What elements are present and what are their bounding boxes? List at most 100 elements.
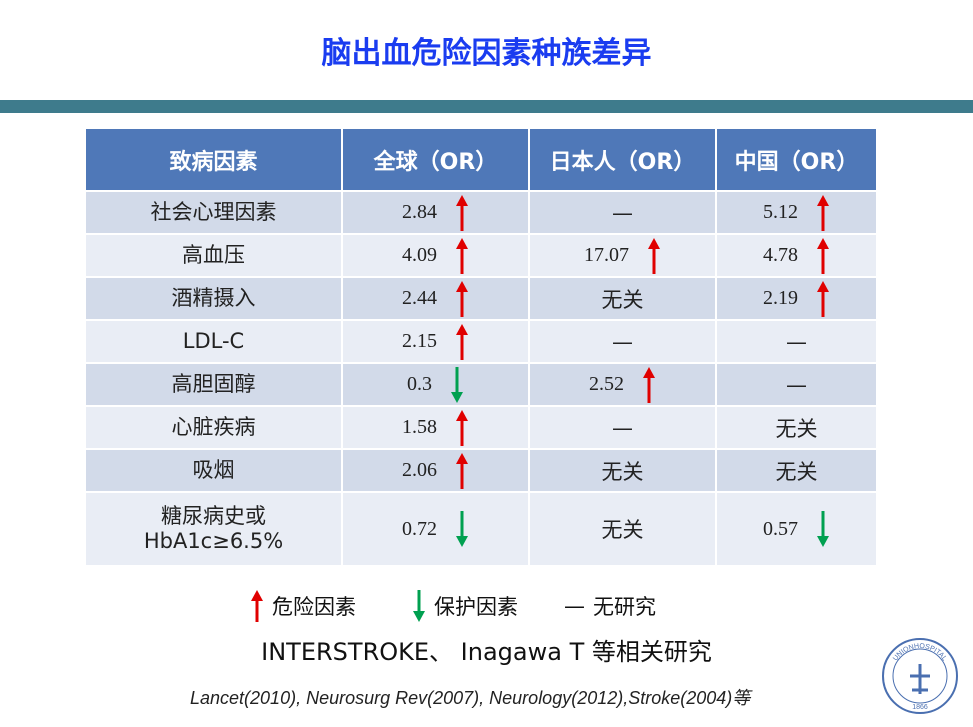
value-cell: 无关 [529,276,717,320]
logo: UNIONHOSPITAL 1866 [882,638,958,714]
value-cell: — [529,190,717,234]
protect-arrow [451,366,463,403]
cell-content: 4.09 [343,237,528,274]
cell-content: 无关 [717,456,876,486]
header-band [0,100,973,113]
cell-text: 无关 [601,459,644,484]
table-row: 心脏疾病 1.58 — 无关 [86,405,878,449]
slide-title: 脑出血危险因素种族差异 [321,36,652,71]
cell-text: 4.78 [763,244,798,266]
risk-arrow [456,323,468,360]
cell-content: 2.19 [717,280,876,317]
cell-text: 2.84 [402,201,437,223]
cell-content: 0.72 [343,511,528,547]
column-header: 致病因素 [86,129,343,191]
logo-name: UNIONHOSPITAL [892,643,948,663]
cell-text: — [612,200,633,225]
value-cell: 2.52 [529,362,717,406]
cell-content: 无关 [530,284,715,314]
cell-text: 2.44 [402,287,437,309]
table-row: LDL-C 2.15 — — [86,319,878,363]
factor-cell: 糖尿病史或 HbA1c≥6.5% [86,491,343,565]
source: INTERSTROKE、 Inagawa T 等相关研究 [261,638,712,666]
value-cell: 2.84 [342,190,530,234]
table-row: 高胆固醇 0.3 2.52 — [86,362,878,406]
cell-text: — [612,329,633,354]
legend-none: 无研究 [593,595,656,619]
header-row: 致病因素 全球（OR） 日本人（OR） 中国（OR） [86,129,878,191]
table-body: 社会心理因素 2.84 — 5.12 高血压 4.09 17.07 4.78 酒精摄入 2.44 无… [86,190,878,565]
factor-cell: 心脏疾病 [86,405,343,449]
value-cell: 2.44 [342,276,530,320]
value-cell: 无关 [529,448,717,492]
logo-year: 1866 [912,704,928,711]
legend: 危险因素 保护因素 — 无研究 [250,590,656,622]
cell-content: 1.58 [343,409,528,446]
table-row: 高血压 4.09 17.07 4.78 [86,233,878,277]
factor-cell: LDL-C [86,319,343,363]
value-cell: 5.12 [716,190,878,234]
factor-cell: 酒精摄入 [86,276,343,320]
cell-text: 17.07 [584,244,629,266]
value-cell: — [716,319,878,363]
value-cell: 2.15 [342,319,530,363]
cell-text: 2.15 [402,330,437,352]
cell-text: 2.52 [589,373,624,395]
risk-arrow [643,366,655,403]
cell-text: 5.12 [763,201,798,223]
protect-arrow [413,590,425,622]
column-header: 日本人（OR） [529,129,717,191]
value-cell: 2.19 [716,276,878,320]
cell-content: 0.57 [717,511,876,547]
cell-text: 2.19 [763,287,798,309]
factor-cell: 高胆固醇 [86,362,343,406]
cell-content: 17.07 [530,237,715,274]
cell-content: — [717,330,876,354]
risk-table: 致病因素 全球（OR） 日本人（OR） 中国（OR） 社会心理因素 2.84 — 5.12 高… [86,129,878,565]
table-row: 酒精摄入 2.44 无关 2.19 [86,276,878,320]
cell-text: — [612,415,633,440]
cell-text: 1.58 [402,416,437,438]
cell-content: 无关 [530,514,715,544]
legend-none-mark: — [564,594,585,618]
risk-arrow [456,237,468,274]
risk-arrow [817,280,829,317]
cell-content: 2.06 [343,452,528,489]
protect-arrow [456,511,468,547]
cell-text: 2.06 [402,459,437,481]
value-cell: 0.72 [342,491,530,565]
value-cell: 4.09 [342,233,530,277]
cell-content: 5.12 [717,194,876,231]
svg-text:UNIONHOSPITAL: UNIONHOSPITAL [892,643,948,663]
value-cell: 1.58 [342,405,530,449]
cell-text: 0.72 [402,517,437,540]
cell-content: — [530,416,715,440]
cell-text: 0.3 [407,373,432,395]
risk-arrow [817,194,829,231]
risk-arrow [456,194,468,231]
cell-content: 4.78 [717,237,876,274]
value-cell: — [716,362,878,406]
table-row: 社会心理因素 2.84 — 5.12 [86,190,878,234]
value-cell: 0.3 [342,362,530,406]
protect-arrow [817,511,829,547]
risk-arrow [817,237,829,274]
value-cell: — [529,319,717,363]
column-header: 全球（OR） [342,129,530,191]
value-cell: 4.78 [716,233,878,277]
legend-protect: 保护因素 [434,595,518,619]
cell-content: 2.52 [530,366,715,403]
value-cell: 无关 [529,491,717,565]
table-row: 糖尿病史或 HbA1c≥6.5% 0.72 无关 0.57 [86,491,878,565]
cell-text: — [786,372,807,397]
value-cell: — [529,405,717,449]
cell-content: — [717,373,876,397]
cell-content: 2.84 [343,194,528,231]
cell-content: — [530,201,715,225]
cell-text: 无关 [775,459,818,484]
cell-text: 无关 [601,287,644,312]
risk-arrow [456,280,468,317]
citation: Lancet(2010), Neurosurg Rev(2007), Neuro… [190,688,751,708]
cell-content: 无关 [530,456,715,486]
